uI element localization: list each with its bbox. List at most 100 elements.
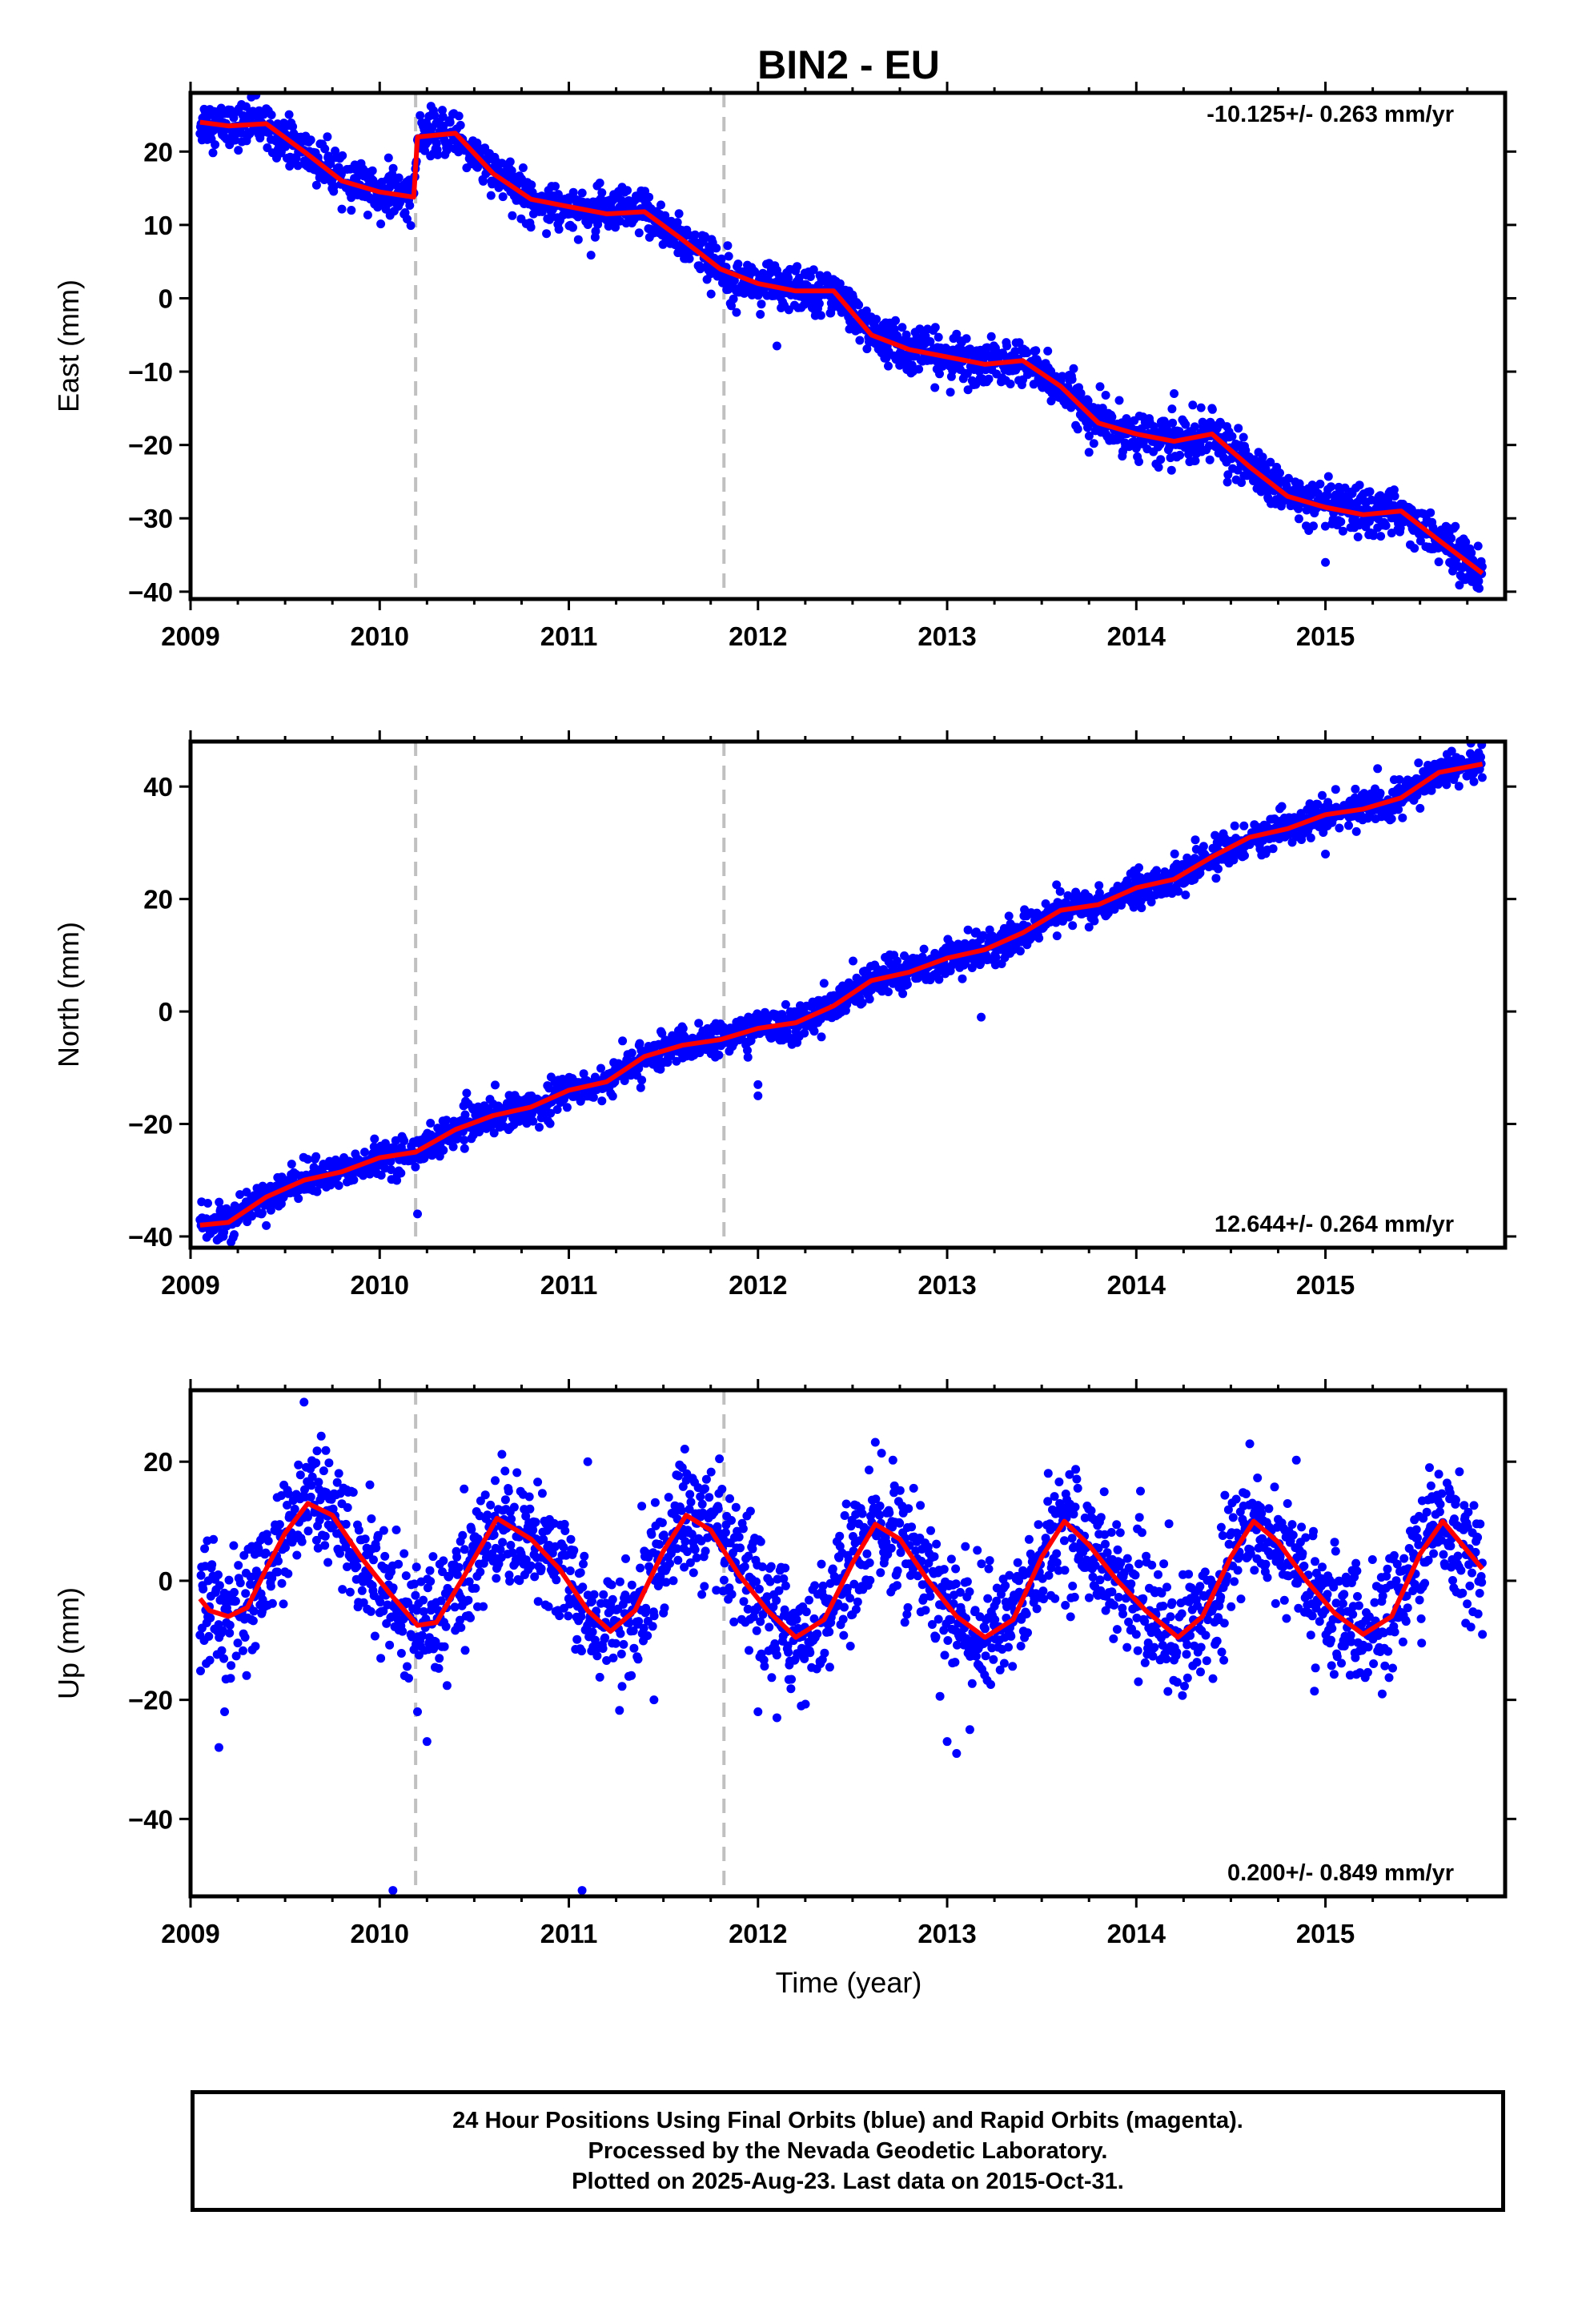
east-point [568, 187, 578, 197]
north-point [1414, 758, 1423, 768]
east-point [1014, 338, 1024, 348]
north-point [203, 1199, 212, 1208]
east-point [1069, 364, 1078, 373]
east-point [331, 147, 340, 155]
up-point [411, 1590, 420, 1600]
up-point [380, 1551, 390, 1561]
north-point [491, 1080, 500, 1090]
east-point [835, 279, 845, 288]
up-point [227, 1661, 236, 1671]
east-point [1033, 357, 1042, 367]
north-point [781, 999, 790, 1009]
east-point [479, 176, 488, 186]
x-tick-label: 2015 [1296, 621, 1355, 651]
north-point [1395, 775, 1404, 784]
x-tick-label: 2014 [1107, 621, 1166, 651]
north-point [1181, 891, 1191, 899]
up-point [275, 1520, 284, 1530]
up-point [306, 1492, 315, 1502]
x-tick-label: 2009 [161, 1270, 219, 1300]
east-point [267, 111, 276, 119]
north-point [1191, 835, 1200, 845]
east-point [727, 301, 736, 311]
east-y-axis-label: East (mm) [52, 279, 85, 412]
east-point [962, 368, 972, 378]
east-point [717, 254, 726, 263]
up-point [328, 1504, 338, 1514]
y-tick-label: −10 [128, 357, 173, 387]
east-point [962, 334, 971, 344]
up-point [367, 1514, 376, 1523]
north-point [1137, 903, 1146, 913]
east-point [1389, 485, 1399, 495]
up-point [262, 1530, 271, 1539]
up-point [365, 1480, 375, 1490]
up-point [319, 1466, 328, 1476]
east-point [897, 323, 907, 332]
up-point [292, 1550, 302, 1560]
up-point [412, 1606, 422, 1615]
up-point [200, 1544, 210, 1554]
up-point [277, 1578, 287, 1588]
north-point [608, 1092, 617, 1101]
up-point [376, 1654, 386, 1663]
x-tick-label: 2009 [161, 621, 219, 651]
up-point [385, 1640, 395, 1650]
north-point [991, 953, 1001, 962]
north-point [627, 1048, 636, 1058]
east-point [1434, 557, 1443, 567]
east-outlier-point [1472, 580, 1482, 589]
north-point [919, 944, 929, 954]
east-outlier-point [1046, 396, 1056, 406]
east-point [1073, 424, 1082, 434]
east-outlier-point [573, 235, 583, 244]
north-point [884, 987, 893, 996]
north-point [391, 1136, 400, 1145]
east-point [438, 106, 447, 115]
east-rate-annotation: -10.125+/- 0.263 mm/yr [1207, 102, 1454, 127]
up-point [229, 1541, 239, 1550]
east-point [306, 135, 315, 145]
up-point [426, 1577, 436, 1586]
up-point [307, 1472, 317, 1482]
up-point [352, 1562, 362, 1571]
y-tick-label: −40 [128, 1222, 173, 1252]
north-point [1068, 921, 1078, 931]
east-outlier-point [1321, 557, 1331, 567]
east-point [1323, 472, 1333, 481]
up-point [225, 1628, 235, 1638]
up-point [297, 1537, 307, 1546]
east-point [1223, 470, 1233, 480]
north-point [215, 1197, 224, 1207]
north-point [426, 1119, 436, 1128]
north-point [1335, 823, 1344, 833]
north-point [247, 1212, 256, 1221]
north-point [1454, 782, 1464, 791]
east-point [1415, 537, 1425, 545]
east-point [611, 223, 620, 232]
east-point [862, 344, 872, 354]
north-point [1004, 911, 1014, 921]
east-point [884, 361, 893, 371]
north-model-line [199, 762, 1484, 1228]
up-point [207, 1560, 217, 1570]
east-point [706, 289, 716, 299]
up-point [209, 1534, 219, 1544]
up-point [335, 1549, 344, 1558]
north-outlier-point [753, 1091, 763, 1100]
east-point [1258, 452, 1267, 462]
east-point [433, 150, 443, 159]
up-point [218, 1626, 227, 1635]
north-point [1287, 838, 1297, 847]
up-point [294, 1460, 303, 1470]
up-point [404, 1674, 413, 1683]
east-point [363, 211, 372, 219]
north-point [1199, 842, 1208, 851]
east-point [1234, 424, 1243, 433]
up-point [320, 1531, 330, 1541]
y-tick-label: −40 [128, 577, 173, 607]
east-point [1467, 548, 1476, 557]
east-point [963, 385, 973, 395]
x-tick-label: 2015 [1296, 1270, 1355, 1300]
panel-frame [188, 739, 1508, 1250]
